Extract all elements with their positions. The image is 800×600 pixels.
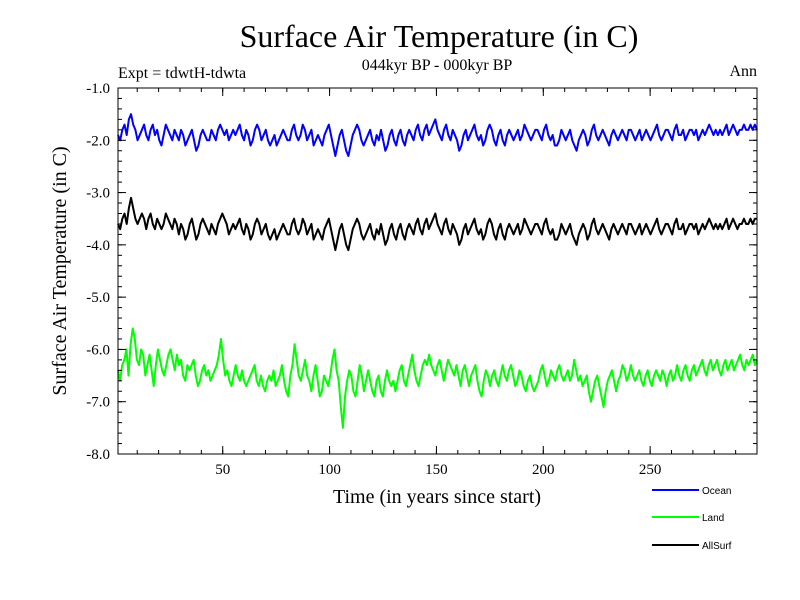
y-tick-label: -4.0	[86, 238, 110, 254]
y-axis-label: Surface Air Temperature (in C)	[49, 146, 71, 395]
y-tick-label: -8.0	[86, 447, 110, 463]
legend-label-allsurf: AllSurf	[702, 541, 732, 552]
x-tick-label: 150	[425, 462, 448, 478]
chart-title: Surface Air Temperature (in C)	[240, 18, 639, 54]
x-tick-label: 250	[639, 462, 662, 478]
series-line-land	[117, 327, 758, 429]
header: Surface Air Temperature (in C) 044kyr BP…	[118, 18, 757, 82]
series-line-ocean	[117, 113, 758, 157]
y-tick-label: -2.0	[86, 133, 110, 149]
y-tick-label: -3.0	[86, 186, 110, 202]
period-label: Ann	[729, 63, 757, 80]
y-tick-label: -1.0	[86, 81, 110, 97]
x-axis-label: Time (in years since start)	[333, 486, 541, 508]
x-tick-label: 100	[318, 462, 341, 478]
plot-frame	[117, 87, 758, 455]
x-tick-label: 200	[532, 462, 555, 478]
x-axis: 50 100 150 200 250	[136, 88, 758, 478]
y-tick-label: -5.0	[86, 290, 110, 306]
legend-label-ocean: Ocean	[702, 486, 731, 497]
y-tick-label: -7.0	[86, 395, 110, 411]
y-tick-label: -6.0	[86, 342, 110, 358]
series-line-allsurf	[117, 196, 757, 252]
series-layer	[117, 113, 758, 429]
y-axis: -8.0 -7.0 -6.0 -5.0 -4.0 -3.0 -2.0 -1.0	[86, 81, 757, 463]
x-tick-label: 50	[215, 462, 230, 478]
legend-label-land: Land	[702, 513, 724, 524]
legend: Ocean Land AllSurf	[652, 486, 732, 552]
experiment-label: Expt = tdwtH-tdwta	[118, 65, 246, 82]
chart-subtitle: 044kyr BP - 000kyr BP	[362, 57, 513, 74]
